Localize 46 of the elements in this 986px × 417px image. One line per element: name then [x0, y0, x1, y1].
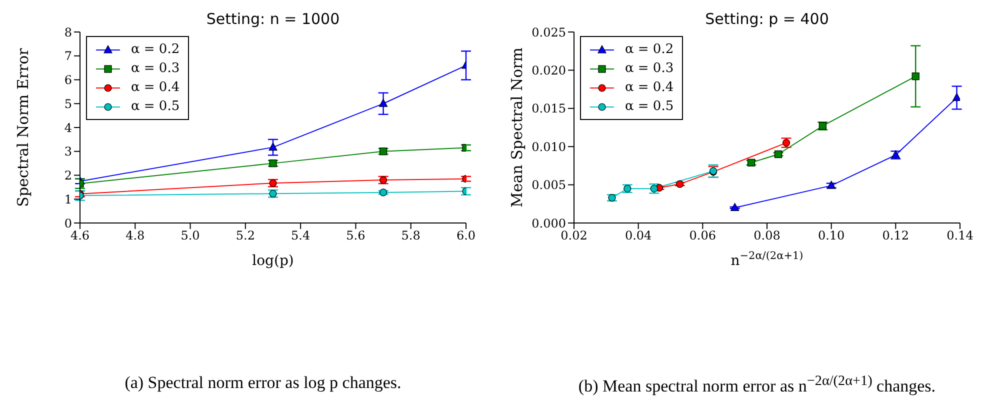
x-tick-label: 5.4 — [291, 228, 310, 243]
y-tick-label: 4 — [64, 120, 72, 135]
x-tick-label: 5.0 — [180, 228, 200, 243]
x-tick-label: 4.8 — [126, 228, 145, 243]
x-tick-label: 5.6 — [346, 228, 366, 243]
y-tick-label: 1 — [64, 192, 72, 206]
x-tick-label: 0.06 — [689, 228, 716, 243]
y-tick-label: 5 — [64, 96, 72, 111]
legend-label: α = 0.3 — [625, 60, 674, 78]
y-tick-label: 0.025 — [532, 25, 566, 40]
x-tick-label: 0.04 — [624, 228, 652, 243]
legend-label: α = 0.4 — [131, 79, 180, 97]
x-tick-label: 4.6 — [70, 228, 90, 243]
x-axis-title: n$^{−2α/(2α+1)}$ — [730, 250, 804, 269]
x-tick-label: 0.02 — [560, 228, 588, 243]
legend-label: α = 0.5 — [131, 98, 180, 116]
chart-title: Setting: p = 400 — [705, 10, 829, 28]
y-tick-label: 7 — [64, 49, 72, 64]
text: (a) Spectral norm error as log p changes. — [124, 373, 402, 393]
y-tick-label: 0 — [64, 216, 72, 230]
y-tick-label: 2 — [64, 168, 72, 183]
y-tick-label: 0.000 — [532, 216, 566, 230]
legend-label: α = 0.2 — [625, 41, 674, 59]
y-tick-label: 3 — [64, 144, 72, 159]
text: (b) Mean spectral norm error as n$^{−2α/(2α+1)}$ changes. — [577, 373, 937, 397]
legend-label: α = 0.5 — [625, 98, 674, 116]
x-axis-title: log(p) — [252, 253, 294, 269]
x-tick-label: 0.14 — [946, 228, 974, 243]
x-tick-label: 0.08 — [754, 228, 780, 243]
y-tick-label: 0.020 — [532, 63, 566, 78]
y-tick-label: 6 — [64, 73, 72, 88]
y-tick-label: 0.005 — [532, 178, 566, 192]
legend-label: α = 0.2 — [131, 41, 180, 59]
legend-label: α = 0.4 — [625, 79, 674, 97]
x-tick-label: 0.12 — [882, 228, 910, 243]
chart-title: Setting: n = 1000 — [206, 10, 340, 28]
x-tick-label: 6.0 — [456, 228, 476, 243]
y-axis-title: Spectral Norm Error — [14, 47, 32, 207]
y-tick-label: 0.015 — [532, 102, 566, 116]
x-tick-label: 0.10 — [818, 228, 845, 243]
x-tick-label: 5.2 — [236, 228, 255, 243]
x-tick-label: 5.8 — [401, 228, 420, 243]
legend-label: α = 0.3 — [131, 60, 180, 78]
y-tick-label: 0.010 — [532, 140, 566, 154]
y-tick-label: 8 — [64, 25, 72, 40]
y-axis-title: Mean Spectral Norm — [508, 47, 526, 208]
